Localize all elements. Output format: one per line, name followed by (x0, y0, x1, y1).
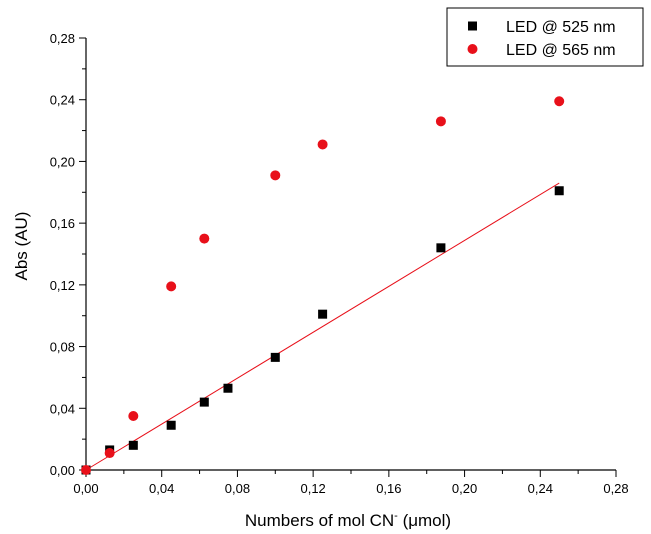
x-tick-label: 0,04 (149, 481, 174, 496)
data-point-565nm (199, 233, 210, 244)
legend-marker-circle (467, 44, 478, 54)
data-point-565nm (166, 281, 177, 292)
data-point-525nm (436, 243, 446, 253)
data-point-525nm (554, 186, 564, 196)
y-tick-label: 0,24 (50, 93, 75, 108)
data-point-565nm (128, 411, 139, 421)
x-tick-label: 0,12 (300, 481, 325, 496)
y-tick-label: 0,00 (50, 463, 75, 478)
x-tick-label: 0,28 (603, 481, 628, 496)
data-point-525nm (166, 420, 176, 430)
legend: LED @ 525 nm LED @ 565 nm (446, 7, 644, 67)
x-axis-title-main: Numbers of mol CN (245, 511, 394, 530)
data-point-565nm (81, 465, 91, 475)
data-point-525nm (270, 352, 280, 362)
data-point-565nm (317, 139, 328, 150)
legend-label: LED @ 525 nm (506, 19, 616, 36)
data-point-525nm (318, 309, 328, 319)
x-tick-label: 0,08 (225, 481, 250, 496)
y-tick-label: 0,28 (50, 31, 75, 46)
legend-label: LED @ 565 nm (506, 42, 616, 59)
x-axis-title: Numbers of mol CN- (μmol) (245, 510, 451, 530)
fit-line (85, 182, 560, 471)
y-tick-label: 0,20 (50, 154, 75, 169)
x-tick-label: 0,00 (73, 481, 98, 496)
data-point-525nm (199, 397, 209, 407)
data-point-565nm (554, 96, 565, 107)
data-point-525nm (128, 440, 138, 450)
legend-marker-square (468, 21, 477, 31)
x-tick-label: 0,16 (376, 481, 401, 496)
data-point-565nm (104, 448, 115, 459)
y-tick-label: 0,04 (50, 401, 75, 416)
x-tick-label: 0,20 (452, 481, 477, 496)
y-axis-title: Abs (AU) (12, 212, 31, 281)
y-tick-label: 0,16 (50, 216, 75, 231)
x-axis-title-unit: (μmol) (398, 511, 451, 530)
data-points-layer (81, 96, 565, 475)
legend-box (446, 7, 644, 67)
data-point-565nm (435, 116, 446, 127)
fit-line-layer (85, 182, 560, 471)
y-tick-label: 0,08 (50, 340, 75, 355)
data-point-565nm (270, 170, 281, 181)
x-axis-title-sup: - (394, 510, 398, 522)
axes: 0,00 0,04 0,08 0,12 0,16 0,20 0,24 0,28 0,00 0,04… (50, 31, 629, 496)
x-tick-label: 0,24 (528, 481, 553, 496)
y-tick-label: 0,12 (50, 278, 75, 293)
data-point-525nm (223, 383, 233, 393)
